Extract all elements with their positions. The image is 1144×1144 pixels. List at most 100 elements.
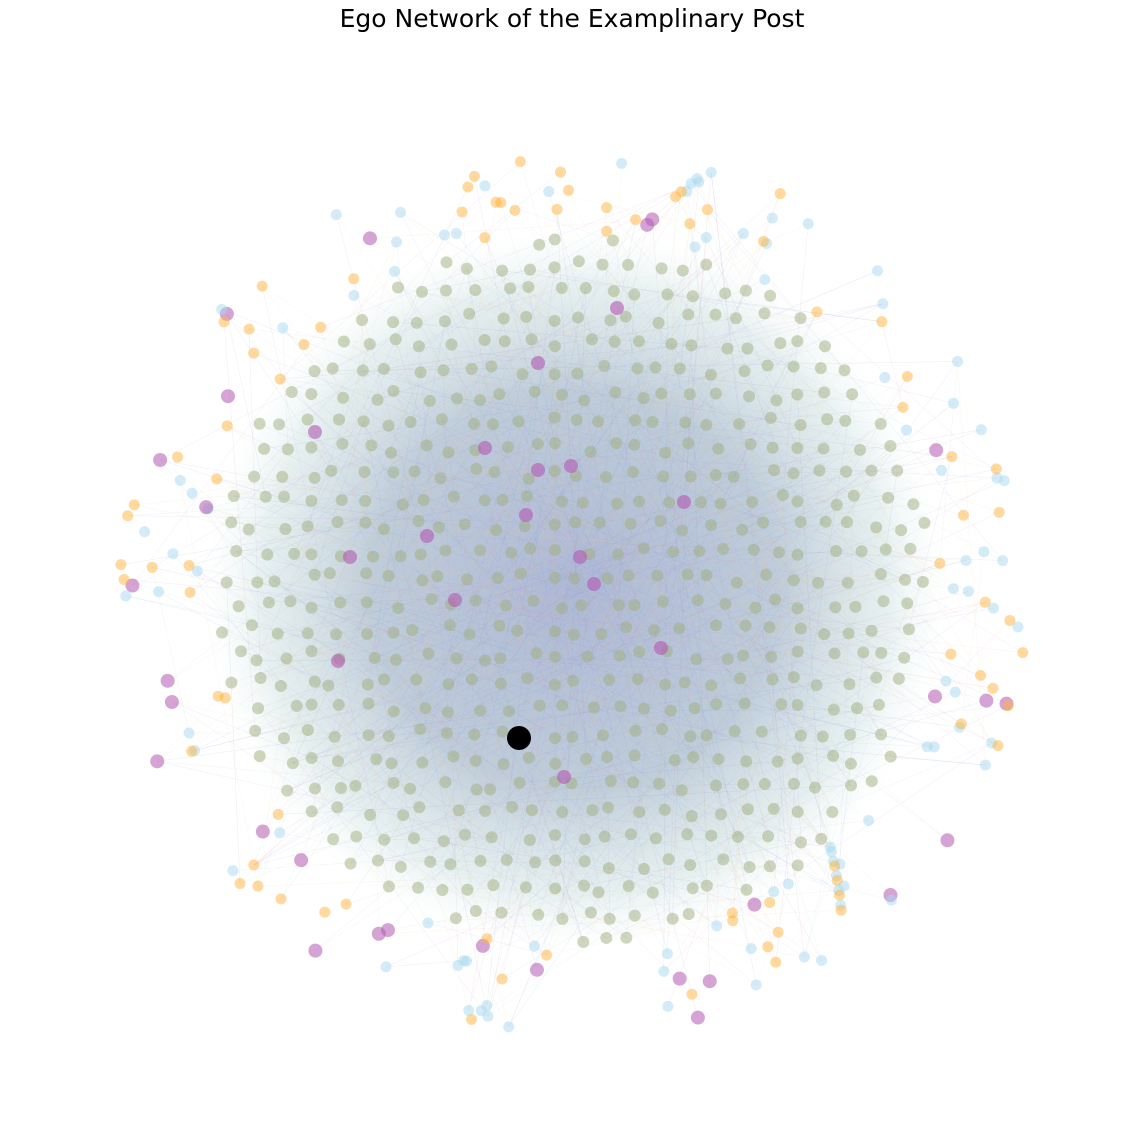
network-edge xyxy=(206,506,556,739)
network-edge xyxy=(274,581,741,679)
network-edge xyxy=(508,780,612,1027)
network-node-olive xyxy=(633,645,646,658)
network-node-olive xyxy=(378,673,391,686)
network-node-olive xyxy=(274,679,287,692)
network-edge xyxy=(423,499,891,896)
network-edge xyxy=(720,503,845,887)
network-edge xyxy=(537,469,682,791)
network-node-olive xyxy=(765,650,778,663)
network-edge xyxy=(616,442,712,526)
network-edge xyxy=(484,500,522,574)
network-node-olive xyxy=(666,912,679,925)
network-node-olive xyxy=(444,858,457,871)
network-edge xyxy=(396,241,826,522)
network-edge xyxy=(474,529,497,735)
network-node-olive xyxy=(555,495,568,508)
network-node-orange xyxy=(128,499,140,511)
network-node-olive xyxy=(681,568,694,581)
network-edge xyxy=(554,501,701,579)
network-node-olive xyxy=(484,783,497,796)
network-node-olive xyxy=(593,516,606,529)
network-node-olive xyxy=(497,758,510,771)
network-edge xyxy=(260,579,906,679)
network-node-olive xyxy=(387,776,400,789)
network-node-olive xyxy=(363,338,376,351)
network-edge xyxy=(400,212,555,525)
network-node-lightblue xyxy=(940,675,952,687)
network-node-olive xyxy=(370,753,383,766)
network-node-olive xyxy=(730,576,743,589)
network-edge xyxy=(282,476,722,815)
network-edge xyxy=(385,960,464,968)
network-edge xyxy=(374,400,431,659)
network-node-olive xyxy=(549,650,562,663)
network-edge xyxy=(625,316,850,685)
network-node-olive xyxy=(847,489,860,502)
network-edge xyxy=(420,728,774,810)
network-node-olive xyxy=(849,600,862,613)
network-node-olive xyxy=(449,912,462,925)
network-edge xyxy=(450,683,502,865)
network-edge xyxy=(699,550,992,744)
network-node-olive xyxy=(740,883,753,896)
network-node-olive xyxy=(646,415,659,428)
network-node-olive xyxy=(721,342,734,355)
network-edge xyxy=(797,704,960,728)
network-edge xyxy=(160,178,698,461)
network-node-olive xyxy=(548,314,561,327)
network-edge xyxy=(337,320,363,762)
network-node-olive xyxy=(884,440,897,453)
network-edge xyxy=(132,327,321,586)
network-node-olive xyxy=(875,728,888,741)
network-node-lightblue xyxy=(330,209,342,221)
network-edge xyxy=(554,374,645,709)
network-edge xyxy=(418,346,825,393)
network-node-olive xyxy=(305,548,318,561)
network-node-olive xyxy=(819,515,832,528)
network-node-lightblue xyxy=(825,846,837,858)
network-edge xyxy=(527,423,740,679)
network-node-olive xyxy=(736,523,749,536)
network-node-lightblue xyxy=(885,894,897,906)
network-edge xyxy=(586,691,956,760)
network-node-orange xyxy=(563,184,575,196)
network-node-olive xyxy=(884,750,897,763)
network-node-olive xyxy=(755,725,768,738)
network-edge xyxy=(643,397,997,470)
network-edge xyxy=(655,691,956,839)
network-node-olive xyxy=(305,645,318,658)
network-node-olive xyxy=(419,702,432,715)
network-node-olive xyxy=(496,493,509,506)
network-node-olive xyxy=(366,550,379,563)
network-edge xyxy=(773,549,887,810)
network-node-olive xyxy=(904,542,917,555)
network-node-olive xyxy=(548,437,561,450)
network-edge xyxy=(240,651,831,848)
network-node-olive xyxy=(479,804,492,817)
network-node-olive xyxy=(225,676,238,689)
network-edge xyxy=(294,424,494,555)
network-edge xyxy=(554,442,954,589)
network-node-olive xyxy=(629,414,642,427)
network-node-lightblue xyxy=(543,186,555,198)
network-node-olive xyxy=(447,750,460,763)
network-node-olive xyxy=(586,804,599,817)
network-node-olive xyxy=(406,624,419,637)
network-edge xyxy=(561,501,794,678)
network-node-olive xyxy=(694,496,707,509)
network-node-olive xyxy=(416,574,429,587)
network-edge xyxy=(526,219,653,318)
network-node-olive xyxy=(254,672,267,685)
network-node-olive xyxy=(818,628,831,641)
network-edge xyxy=(127,515,576,523)
network-node-olive xyxy=(248,470,261,483)
network-edge xyxy=(590,419,636,452)
network-node-olive xyxy=(791,335,804,348)
network-node-olive xyxy=(584,445,597,458)
network-edge xyxy=(171,701,640,813)
network-node-olive xyxy=(705,679,718,692)
network-edge xyxy=(606,838,822,939)
network-node-olive xyxy=(278,732,291,745)
network-node-olive xyxy=(844,757,857,770)
network-node-olive xyxy=(556,912,569,925)
